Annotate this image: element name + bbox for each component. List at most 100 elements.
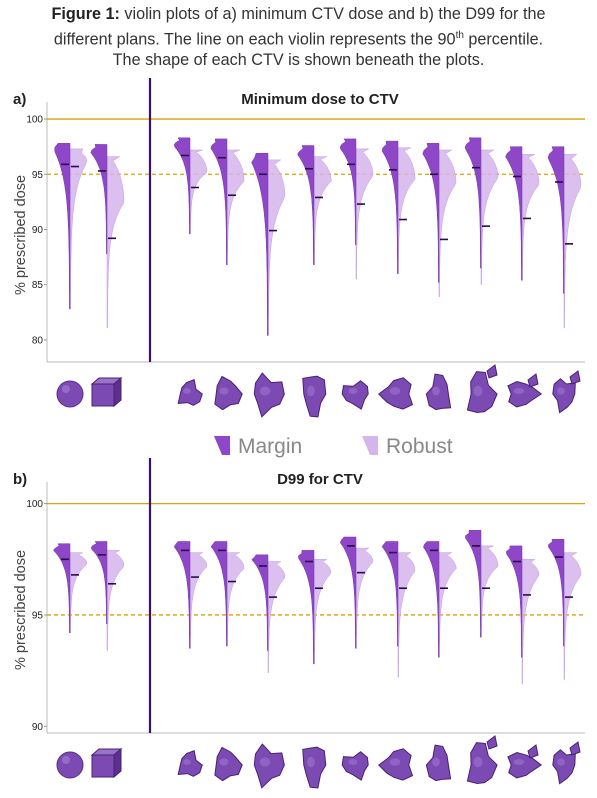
ctv-highlight xyxy=(259,757,271,767)
ctv-shape-3 xyxy=(253,743,285,789)
robust-violin xyxy=(106,550,125,651)
margin-violin xyxy=(90,144,108,255)
ctv-body xyxy=(214,375,243,411)
robust-violin xyxy=(397,552,416,678)
violin-pair-10 xyxy=(465,530,499,638)
ctv-shape-4 xyxy=(302,375,327,418)
cube-side xyxy=(113,376,122,408)
ctv-shape-8 xyxy=(466,364,498,414)
legend-margin-label: Margin xyxy=(238,435,302,458)
ctv-fragment xyxy=(569,741,581,756)
y-tick-label: 85 xyxy=(32,280,44,291)
ctv-shape-6 xyxy=(378,748,414,781)
violin-pair-3 xyxy=(173,137,208,235)
ctv-shape-6 xyxy=(378,377,414,410)
robust-violin xyxy=(189,149,208,235)
ctv-highlight xyxy=(513,388,525,394)
ctv-highlight xyxy=(389,758,401,766)
margin-violin xyxy=(464,137,482,269)
robust-violin xyxy=(438,552,457,658)
violin-pair-5 xyxy=(251,554,286,674)
ctv-highlight xyxy=(183,759,191,765)
ctv-shape-2 xyxy=(214,746,243,782)
robust-violin xyxy=(226,149,245,266)
ctv-fragment xyxy=(486,364,498,379)
y-tick-label: 95 xyxy=(32,610,44,621)
ctv-highlight xyxy=(557,387,565,395)
caption-line2-end: percentile. xyxy=(463,30,544,49)
figure-caption: Figure 1: violin plots of a) minimum CTV… xyxy=(0,4,597,71)
robust-violin xyxy=(480,149,499,285)
violin-pair-12 xyxy=(548,538,582,680)
ctv-shape-10 xyxy=(552,370,581,414)
robust-violin xyxy=(189,552,208,649)
ctv-highlight xyxy=(348,388,358,394)
chart-title: D99 for CTV xyxy=(277,471,363,488)
caption-label: Figure 1: xyxy=(51,5,120,23)
sphere-shape xyxy=(56,380,84,408)
sphere-highlight xyxy=(62,385,70,393)
violin-pair-11 xyxy=(506,545,540,685)
caption-line2: different plans. The line on each violin… xyxy=(53,30,456,49)
violin-pair-4 xyxy=(210,541,245,647)
ctv-body xyxy=(302,375,327,418)
sphere-body xyxy=(56,751,84,779)
robust-violin xyxy=(267,159,286,336)
margin-violin xyxy=(210,138,228,266)
margin-violin xyxy=(505,146,523,281)
legend-margin-swatch xyxy=(214,436,230,455)
y-tick-label: 90 xyxy=(32,225,44,236)
violin-pair-9 xyxy=(422,143,457,298)
margin-violin xyxy=(465,530,482,638)
ctv-shape-5 xyxy=(341,380,369,410)
violin-pair-4 xyxy=(210,138,245,266)
margin-violin xyxy=(506,545,523,658)
violin-pair-1 xyxy=(53,543,88,634)
legend: Margin Robust xyxy=(214,435,453,458)
margin-violin xyxy=(339,536,357,649)
margin-violin xyxy=(297,145,315,266)
chart-title: Minimum dose to CTV xyxy=(241,91,399,108)
ctv-highlight xyxy=(183,388,191,394)
robust-violin xyxy=(355,547,374,649)
ctv-fragment xyxy=(527,744,539,759)
ctv-highlight xyxy=(513,759,525,765)
ctv-shapes-row-a xyxy=(56,364,581,418)
cube-shape xyxy=(90,747,123,779)
margin-violin xyxy=(381,140,399,274)
robust-violin xyxy=(563,552,582,680)
margin-violin xyxy=(173,137,191,235)
robust-violin xyxy=(313,156,332,266)
robust-violin xyxy=(355,148,374,280)
violin-pair-8 xyxy=(381,541,416,678)
robust-violin xyxy=(313,559,332,665)
margin-violin xyxy=(251,554,269,651)
ctv-body xyxy=(552,378,576,414)
violin-pair-8 xyxy=(381,140,416,274)
ctv-fragment xyxy=(486,735,498,750)
margin-violin xyxy=(251,153,269,336)
margin-violin xyxy=(422,143,440,283)
violin-pair-6 xyxy=(297,145,332,266)
ctv-shape-4 xyxy=(302,746,327,789)
robust-violin xyxy=(480,545,499,638)
ctv-highlight xyxy=(557,758,565,766)
ctv-highlight xyxy=(219,758,229,766)
ctv-body xyxy=(552,749,576,785)
ctv-highlight xyxy=(473,756,483,768)
ctv-highlight xyxy=(219,387,229,395)
violin-pair-12 xyxy=(547,146,582,329)
margin-violin xyxy=(339,138,357,246)
violin-pair-9 xyxy=(423,541,457,658)
panel-letter: a) xyxy=(13,91,26,108)
robust-violin xyxy=(69,552,88,634)
ctv-highlight xyxy=(307,385,315,397)
violin-pair-6 xyxy=(297,550,332,665)
ctv-shape-7 xyxy=(425,373,452,411)
ctv-shape-3 xyxy=(253,372,285,418)
ctv-shape-9 xyxy=(507,744,543,779)
ctv-body xyxy=(341,751,369,781)
robust-violin xyxy=(438,149,457,298)
ctv-shape-7 xyxy=(425,744,452,782)
